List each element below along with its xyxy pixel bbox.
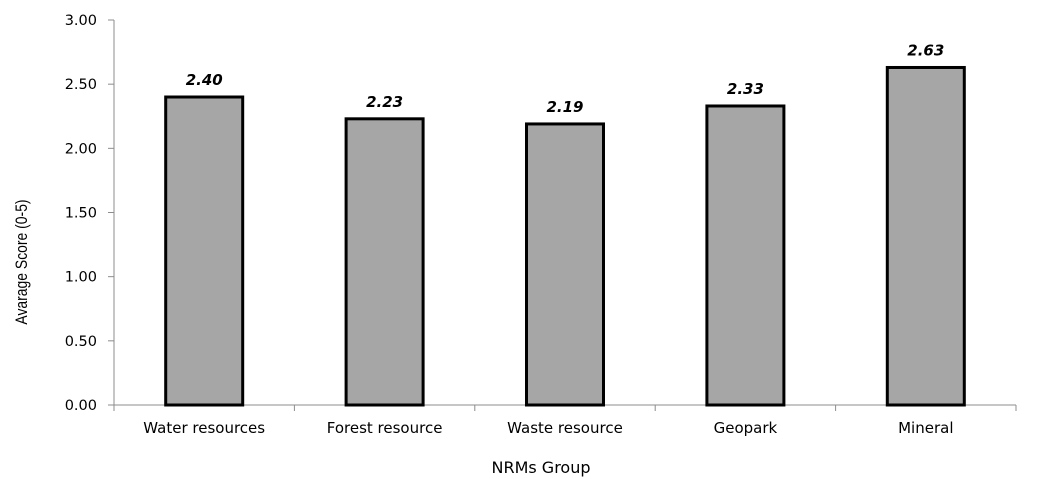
bar bbox=[885, 65, 966, 407]
bar bbox=[705, 104, 786, 407]
bar bbox=[344, 117, 425, 407]
bar-value-label: 2.23 bbox=[366, 93, 403, 111]
x-tick-label: Forest resource bbox=[327, 419, 443, 437]
y-tick-label: 1.50 bbox=[65, 206, 97, 222]
x-axis: Water resources Forest resource Waste reso… bbox=[113, 404, 1017, 437]
y-axis: 0.00 0.50 1.00 1.50 2.00 2.50 3.00 bbox=[65, 13, 115, 414]
y-axis-title: Avarage Score (0-5) bbox=[13, 199, 32, 324]
y-tick-label: 1.00 bbox=[65, 270, 97, 286]
x-axis-title: NRMs Group bbox=[491, 458, 590, 477]
bar bbox=[164, 95, 245, 407]
y-tick-label: 2.00 bbox=[65, 141, 97, 157]
bar bbox=[525, 122, 605, 407]
y-tick-label: 0.00 bbox=[65, 398, 97, 414]
x-tick-label: Mineral bbox=[898, 419, 953, 437]
x-tick-label: Geopark bbox=[714, 419, 778, 437]
bar-value-label: 2.63 bbox=[907, 41, 944, 59]
bar-value-label: 2.40 bbox=[186, 71, 223, 89]
bars-group bbox=[164, 65, 966, 407]
x-tick-label: Waste resource bbox=[507, 419, 623, 437]
y-tick-label: 0.50 bbox=[65, 334, 97, 350]
bar-value-label: 2.33 bbox=[727, 80, 764, 98]
y-tick-label: 2.50 bbox=[65, 77, 97, 93]
y-tick-label: 3.00 bbox=[65, 13, 97, 29]
x-tick-label: Water resources bbox=[143, 419, 265, 437]
bar-value-label: 2.19 bbox=[546, 98, 583, 116]
data-labels-group: 2.40 2.23 2.19 2.33 2.63 bbox=[186, 41, 945, 115]
